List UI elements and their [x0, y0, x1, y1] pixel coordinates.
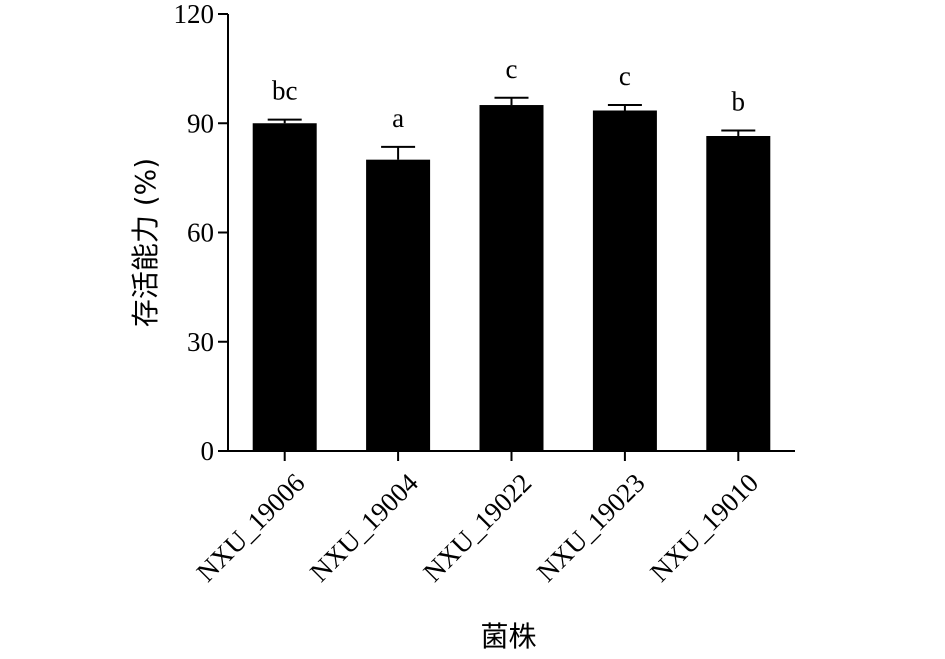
- x-axis-title: 菌株: [480, 620, 536, 653]
- significance-letter: b: [732, 87, 746, 117]
- x-ticks: NXU_19006NXU_19004NXU_19022NXU_19023NXU_…: [191, 451, 764, 587]
- x-tick-label: NXU_19022: [417, 468, 537, 588]
- bar: [592, 110, 657, 452]
- bar: [706, 135, 771, 451]
- y-tick-label: 120: [174, 0, 215, 29]
- y-tick-label: 0: [201, 436, 215, 466]
- significance-letter: a: [392, 103, 404, 133]
- bar: [252, 123, 317, 451]
- y-ticks: 0 30 60 90 120: [174, 0, 228, 466]
- x-tick-label: NXU_19023: [531, 468, 651, 588]
- y-tick-label: 90: [187, 108, 214, 138]
- y-tick-label: 30: [187, 327, 214, 357]
- x-tick-label: NXU_19006: [191, 468, 311, 588]
- significance-letter: c: [506, 54, 518, 84]
- y-axis-title: 存活能力 (%): [129, 158, 162, 327]
- x-tick-label: NXU_19004: [304, 467, 424, 587]
- y-tick-label: 60: [187, 218, 214, 248]
- significance-letter: bc: [272, 76, 298, 106]
- x-tick-label: NXU_19010: [644, 468, 764, 588]
- bars: bc a c c b: [252, 54, 771, 452]
- bar: [479, 105, 544, 452]
- significance-letter: c: [619, 61, 631, 91]
- bar: [366, 159, 431, 451]
